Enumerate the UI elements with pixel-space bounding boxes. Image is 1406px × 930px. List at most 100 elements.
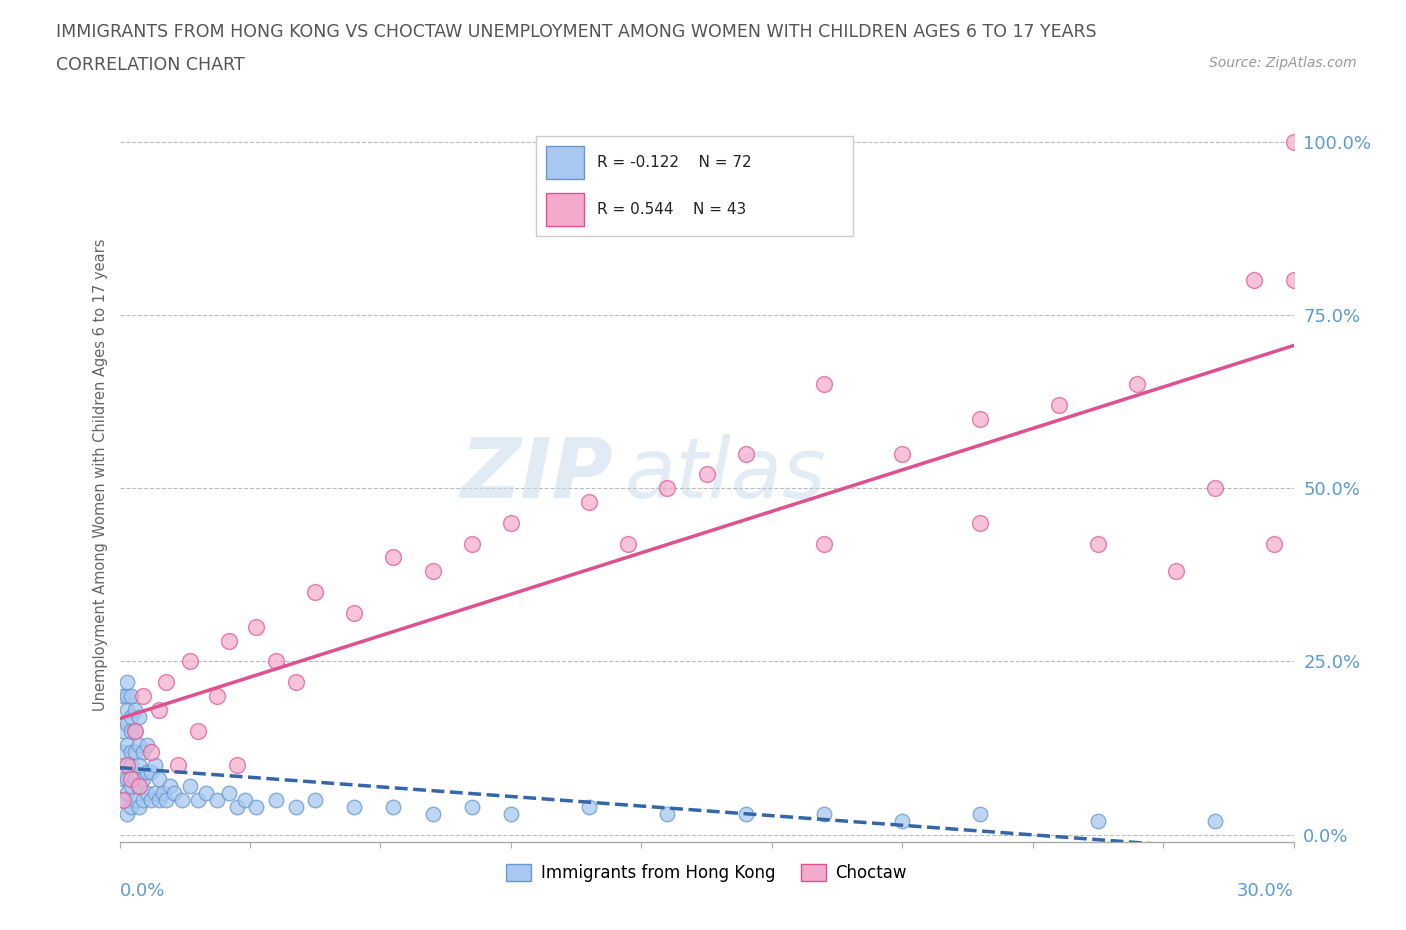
- Point: [117, 737, 139, 752]
- Point: [148, 702, 170, 717]
- Point: [657, 481, 679, 496]
- Point: [155, 792, 177, 807]
- Point: [124, 744, 146, 759]
- Point: [117, 806, 139, 821]
- Text: ZIP: ZIP: [460, 433, 613, 515]
- Point: [139, 744, 162, 759]
- Point: [1204, 814, 1226, 829]
- Point: [135, 764, 157, 779]
- Point: [120, 724, 142, 738]
- Legend: Immigrants from Hong Kong, Choctaw: Immigrants from Hong Kong, Choctaw: [499, 857, 914, 888]
- Point: [1166, 564, 1188, 578]
- Point: [112, 792, 135, 807]
- Point: [218, 633, 240, 648]
- Point: [120, 758, 142, 773]
- Y-axis label: Unemployment Among Women with Children Ages 6 to 17 years: Unemployment Among Women with Children A…: [93, 238, 108, 711]
- Point: [117, 716, 139, 731]
- Point: [117, 688, 139, 703]
- Point: [1087, 537, 1109, 551]
- Point: [1126, 377, 1149, 392]
- Point: [499, 515, 522, 530]
- Text: Source: ZipAtlas.com: Source: ZipAtlas.com: [1209, 56, 1357, 70]
- Point: [617, 537, 640, 551]
- Point: [1047, 397, 1070, 412]
- Point: [734, 446, 756, 461]
- Point: [225, 800, 249, 815]
- Text: CORRELATION CHART: CORRELATION CHART: [56, 56, 245, 73]
- Point: [304, 585, 326, 600]
- Point: [1282, 134, 1305, 149]
- Point: [225, 758, 249, 773]
- Point: [813, 806, 835, 821]
- Point: [264, 654, 287, 669]
- Point: [128, 737, 150, 752]
- Point: [124, 792, 146, 807]
- Point: [969, 806, 991, 821]
- Point: [148, 772, 170, 787]
- Point: [120, 744, 142, 759]
- Point: [343, 605, 366, 620]
- Point: [135, 786, 157, 801]
- Point: [245, 619, 267, 634]
- Point: [1204, 481, 1226, 496]
- Point: [148, 792, 170, 807]
- Point: [112, 792, 135, 807]
- Point: [128, 758, 150, 773]
- Point: [207, 688, 229, 703]
- Point: [343, 800, 366, 815]
- Point: [117, 702, 139, 717]
- Point: [117, 772, 139, 787]
- Point: [284, 675, 307, 690]
- Point: [120, 800, 142, 815]
- Point: [891, 446, 914, 461]
- Point: [187, 724, 209, 738]
- Point: [128, 778, 150, 793]
- Text: 30.0%: 30.0%: [1237, 882, 1294, 900]
- Point: [1243, 272, 1265, 287]
- Point: [112, 724, 135, 738]
- Point: [139, 792, 162, 807]
- Point: [124, 724, 146, 738]
- Point: [128, 778, 150, 793]
- Point: [304, 792, 326, 807]
- Point: [499, 806, 522, 821]
- Point: [143, 786, 166, 801]
- Point: [460, 800, 484, 815]
- Text: atlas: atlas: [624, 433, 825, 515]
- Point: [128, 800, 150, 815]
- Point: [382, 800, 405, 815]
- Point: [124, 772, 146, 787]
- Point: [124, 702, 146, 717]
- Point: [207, 792, 229, 807]
- Point: [135, 737, 157, 752]
- Point: [194, 786, 217, 801]
- Point: [155, 675, 177, 690]
- Point: [172, 792, 194, 807]
- Point: [969, 411, 991, 426]
- Point: [167, 758, 190, 773]
- Point: [245, 800, 267, 815]
- Point: [117, 786, 139, 801]
- Point: [179, 654, 201, 669]
- Point: [117, 758, 139, 773]
- Point: [460, 537, 484, 551]
- Point: [422, 806, 444, 821]
- Point: [696, 467, 718, 482]
- Point: [112, 772, 135, 787]
- Point: [891, 814, 914, 829]
- Point: [1087, 814, 1109, 829]
- Point: [124, 724, 146, 738]
- Point: [112, 688, 135, 703]
- Point: [132, 792, 155, 807]
- Point: [143, 758, 166, 773]
- Point: [657, 806, 679, 821]
- Point: [132, 688, 155, 703]
- Point: [422, 564, 444, 578]
- Point: [132, 744, 155, 759]
- Point: [734, 806, 756, 821]
- Point: [218, 786, 240, 801]
- Point: [139, 764, 162, 779]
- Point: [112, 744, 135, 759]
- Point: [233, 792, 256, 807]
- Point: [969, 515, 991, 530]
